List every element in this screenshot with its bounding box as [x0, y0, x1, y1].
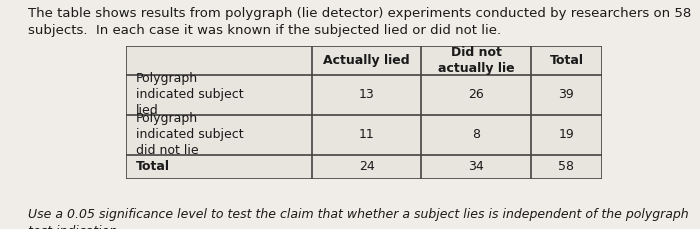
Text: Total: Total [550, 54, 583, 67]
Text: Did not
actually lie: Did not actually lie [438, 46, 514, 75]
Text: The table shows results from polygraph (lie detector) experiments conducted by r: The table shows results from polygraph (… [28, 7, 692, 37]
Text: 19: 19 [559, 128, 574, 141]
Text: Actually lied: Actually lied [323, 54, 410, 67]
Text: Total: Total [136, 160, 169, 173]
Text: 58: 58 [559, 160, 575, 173]
Text: Polygraph
indicated subject
lied: Polygraph indicated subject lied [136, 72, 243, 117]
Text: 13: 13 [359, 88, 375, 101]
Text: Polygraph
indicated subject
did not lie: Polygraph indicated subject did not lie [136, 112, 243, 157]
Text: 8: 8 [473, 128, 480, 141]
Text: 11: 11 [359, 128, 375, 141]
Text: 39: 39 [559, 88, 574, 101]
Text: 26: 26 [468, 88, 484, 101]
Text: 34: 34 [468, 160, 484, 173]
Text: 24: 24 [359, 160, 375, 173]
Text: Use a 0.05 significance level to test the claim that whether a subject lies is i: Use a 0.05 significance level to test th… [28, 208, 689, 229]
